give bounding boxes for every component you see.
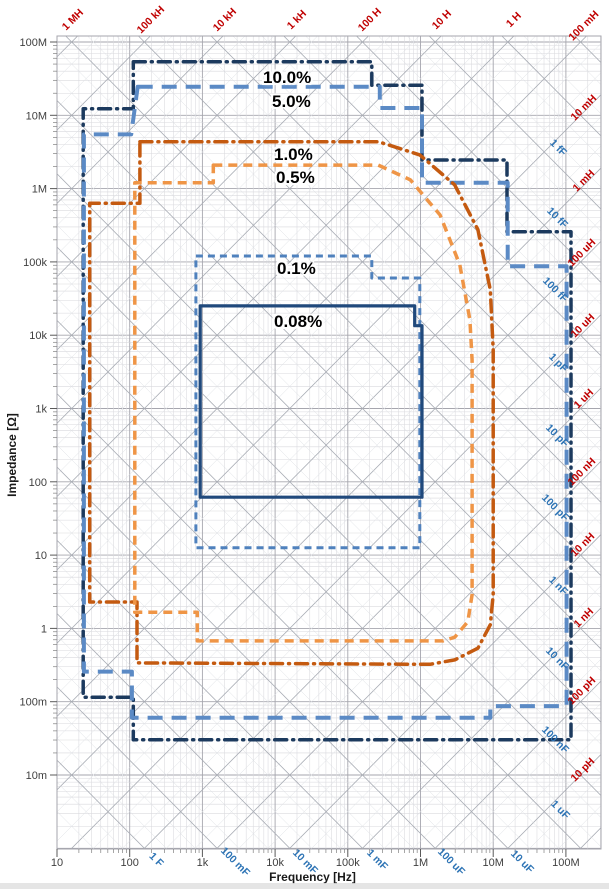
inductance-top-label: 10 kH <box>211 6 239 34</box>
y-axis-title: Impedance [Ω] <box>5 413 19 497</box>
y-tick-label: 10 <box>35 550 47 562</box>
x-tick-label: 100k <box>336 857 360 869</box>
inductance-top-label: 10 H <box>430 8 454 32</box>
contour-label-01pct: 0.1% <box>277 259 316 278</box>
inductance-top-label: 100 kH <box>135 4 167 36</box>
x-axis-title: Frequency [Hz] <box>269 870 356 884</box>
contour-acc-1 <box>87 139 495 667</box>
inductance-top-label: 100 mH <box>566 8 601 43</box>
capacitance-right-label: 10 fF <box>544 205 570 231</box>
inductance-right-label: 10 pH <box>569 756 598 785</box>
contour-acc-01 <box>194 254 422 550</box>
x-tick-label: 10M <box>482 857 503 869</box>
x-tick-labels: 10 100 1k 10k 100k 1M 10M 100M <box>51 857 580 869</box>
plot-border <box>56 35 602 850</box>
y-tick-label: 10M <box>26 110 47 122</box>
grid-horizontal <box>57 41 601 849</box>
x-tick-label: 1k <box>197 857 209 869</box>
inductance-right-label: 1 uH <box>572 387 597 412</box>
grid-vertical <box>57 36 601 849</box>
capacitance-right-label: 1 uF <box>548 798 572 822</box>
y-tick-label: 1 <box>41 623 47 635</box>
y-tick-label: 1M <box>32 184 47 196</box>
contour-acc-5 <box>81 84 569 720</box>
x-tick-label: 100M <box>552 857 580 869</box>
y-tick-labels: 100M 10M 1M 100k 10k 1k 100 10 1 100m 10m <box>19 37 47 782</box>
bottom-edge-strip <box>0 883 609 889</box>
x-tick-label: 10k <box>266 857 284 869</box>
contour-acc-008 <box>198 304 424 499</box>
y-tick-label: 100M <box>19 37 47 49</box>
contour-label-5pct: 5.0% <box>272 92 311 111</box>
inductance-top-label: 1 H <box>504 10 524 30</box>
accuracy-contours <box>81 60 573 742</box>
y-tick-label: 1k <box>35 404 47 416</box>
inductance-top-label: 1 kH <box>285 8 309 32</box>
y-tick-label: 100k <box>23 257 47 269</box>
inductance-top: 1 MH 100 kH 10 kH 1 kH 100 H 10 H 1 H 100 mH <box>60 4 602 44</box>
axis-ticks <box>50 41 567 857</box>
x-tick-label: 1M <box>413 857 428 869</box>
y-tick-label: 10k <box>29 330 47 342</box>
y-tick-label: 100 <box>29 477 47 489</box>
contour-label-1pct: 1.0% <box>274 145 313 164</box>
y-tick-label: 10m <box>26 770 47 782</box>
y-tick-label: 100m <box>19 697 47 709</box>
x-tick-label: 100 <box>121 857 139 869</box>
contour-label-008pct: 0.08% <box>274 312 323 331</box>
capacitance-bottom-label: 1 F <box>147 850 167 870</box>
inductance-top-label: 1 MH <box>60 7 86 33</box>
contour-label-10pct: 10.0% <box>263 68 312 87</box>
contour-acc-05 <box>133 163 474 643</box>
contour-label-05pct: 0.5% <box>276 168 315 187</box>
inductance-right-label: 1 nH <box>572 606 597 631</box>
inductance-top-label: 100 H <box>356 6 384 34</box>
x-tick-label: 10 <box>51 857 63 869</box>
inductance-right-label: 1 mH <box>571 168 598 195</box>
